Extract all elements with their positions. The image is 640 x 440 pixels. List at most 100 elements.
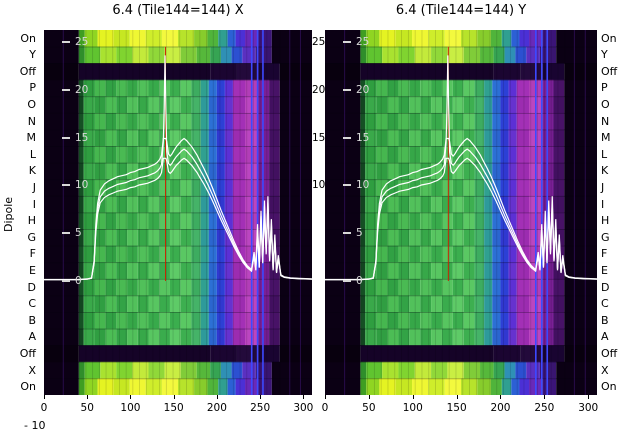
x-tick-mark [87, 395, 89, 399]
heatmap-row-segment [463, 312, 475, 330]
heatmap-row-segment [78, 378, 85, 395]
heatmap-row-segment [508, 96, 517, 114]
heatmap-row-segment [159, 162, 170, 180]
heatmap-row-segment [420, 328, 432, 346]
heatmap-row-segment [216, 129, 225, 147]
heatmap-row-segment [216, 195, 225, 213]
texture-line [105, 30, 107, 395]
heatmap-row-segment [218, 30, 228, 47]
row-separator [325, 345, 597, 347]
heatmap-row-segment [463, 245, 475, 263]
faint-line [584, 30, 586, 395]
overlay-tick-value: 0 [356, 275, 363, 287]
heatmap-row-segment [516, 212, 529, 230]
heatmap-row-segment [553, 179, 565, 197]
heatmap-row-segment [490, 378, 502, 395]
x-tick-mark [500, 395, 502, 399]
x-tick-label: 50 [80, 402, 94, 414]
heatmap-row-segment [44, 30, 79, 47]
heatmap-row-segment [148, 79, 160, 97]
heatmap-row-segment [258, 79, 270, 97]
heatmap-row-segment [279, 179, 312, 197]
overlay-tick-mark [343, 184, 351, 187]
heatmap-row-segment [516, 328, 529, 346]
heatmap-row-segment [398, 112, 410, 130]
heatmap-row-segment [224, 312, 233, 330]
heatmap-row-segment [279, 328, 312, 346]
heatmap-row-segment [365, 195, 377, 213]
heatmap-row-segment [232, 179, 245, 197]
heatmap-row-segment [500, 96, 509, 114]
heatmap-row-segment [258, 63, 280, 81]
heatmap-row-segment [208, 96, 217, 114]
heatmap-row-segment [116, 96, 128, 114]
heatmap-row-segment [78, 179, 84, 197]
dipole-label-left: M [26, 131, 37, 145]
x-tick-mark [456, 395, 458, 399]
heatmap-row-segment [116, 278, 128, 296]
heatmap-row-segment [376, 295, 388, 313]
heatmap-row-segment [83, 212, 95, 230]
x-tick-mark [325, 395, 326, 399]
heatmap-row-segment [376, 162, 388, 180]
heatmap-row-segment [116, 312, 128, 330]
texture-line [232, 30, 234, 395]
heatmap-row-segment [258, 179, 270, 197]
heatmap-row-segment [218, 378, 228, 395]
spectrum-curve [325, 158, 597, 279]
heatmap-row-segment [191, 195, 201, 213]
x-tick-mark [412, 395, 414, 399]
heatmap-row-segment [116, 262, 128, 280]
heatmap-row-segment [409, 212, 421, 230]
texture-line [78, 30, 80, 395]
heatmap-row-segment [553, 112, 565, 130]
heatmap-row-segment [148, 129, 160, 147]
texture-line [273, 30, 274, 395]
heatmap-row-segment [564, 328, 597, 346]
heatmap-row-segment [500, 129, 509, 147]
heatmap-row-segment [258, 129, 270, 147]
heatmap-row-segment [148, 278, 160, 296]
heatmap-row-segment [444, 378, 461, 395]
heatmap-row-segment [258, 245, 270, 263]
heatmap-row-segment [511, 378, 520, 395]
heatmap-row-segment [365, 328, 377, 346]
heatmap-row-segment [452, 328, 464, 346]
heatmap-row-segment [452, 245, 464, 263]
heatmap-row-segment [178, 378, 195, 395]
texture-line [212, 30, 214, 395]
dipole-label-left: Off [19, 346, 36, 360]
heatmap-row-segment [365, 245, 377, 263]
x-tick-mark [303, 395, 305, 399]
heatmap-row-segment [431, 262, 442, 280]
heatmap-row-segment [493, 345, 521, 363]
heatmap-row-segment [474, 179, 485, 197]
heatmap-row-segment [360, 63, 494, 81]
heatmap-row-segment [360, 262, 366, 280]
heatmap-row-segment [376, 112, 388, 130]
overlay-tick-mark [343, 88, 351, 91]
heatmap-row-segment [279, 146, 312, 164]
heatmap-row-segment [191, 245, 201, 263]
heatmap-row-segment [191, 312, 201, 330]
heatmap-row-segment [116, 162, 128, 180]
heatmap-row-segment [382, 46, 399, 64]
overlay-tick-label: 15 [62, 131, 88, 145]
heatmap-row-segment [474, 195, 485, 213]
heatmap-row-segment [137, 212, 149, 230]
heatmap-row-segment [500, 112, 509, 130]
heatmap-row-segment [493, 361, 505, 379]
heatmap-row-segment [83, 229, 95, 247]
heatmap-row-segment [420, 245, 432, 263]
heatmap-row-segment [127, 195, 138, 213]
heatmap-row-segment [44, 278, 79, 296]
heatmap-row-segment [159, 179, 170, 197]
heatmap-row-segment [463, 129, 475, 147]
heatmap-row-segment [516, 79, 529, 97]
heatmap-row-segment [461, 30, 478, 47]
heatmap-row-segment [132, 46, 149, 64]
x-tick-label: 300 [578, 402, 599, 414]
texture-line [246, 30, 248, 395]
heatmap-row-segment [398, 245, 410, 263]
